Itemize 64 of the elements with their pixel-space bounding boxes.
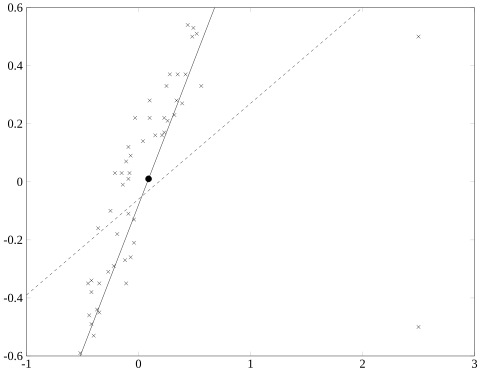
point	[132, 217, 136, 222]
point	[124, 281, 128, 286]
point	[112, 264, 116, 268]
point	[194, 32, 199, 36]
point	[123, 258, 128, 262]
y-tick-label: 0.2	[8, 119, 22, 128]
point	[133, 116, 138, 120]
point	[112, 170, 117, 175]
point	[128, 153, 133, 158]
point	[89, 278, 94, 282]
point	[184, 72, 188, 76]
point	[416, 324, 421, 329]
point	[128, 255, 133, 260]
y-tick-label: -0.6	[4, 352, 22, 360]
point	[92, 334, 96, 338]
point	[95, 307, 100, 312]
x-tick-label: 1	[248, 359, 253, 368]
point	[166, 118, 170, 123]
point	[96, 226, 100, 230]
point	[174, 98, 179, 102]
point	[120, 182, 125, 187]
point	[120, 170, 124, 175]
point	[128, 170, 132, 175]
point	[416, 34, 421, 38]
point	[148, 116, 152, 120]
y-tick-label: 0.6	[8, 3, 22, 12]
point	[108, 208, 112, 213]
point	[124, 159, 128, 164]
y-tick-label: 0	[17, 177, 22, 186]
point	[148, 98, 152, 102]
point	[162, 130, 166, 134]
point	[153, 133, 158, 138]
point	[97, 310, 102, 314]
y-tick-label: -0.2	[4, 236, 22, 244]
point	[132, 240, 136, 245]
point	[145, 175, 152, 182]
point	[89, 290, 94, 294]
y-tick-label: -0.4	[4, 294, 23, 302]
point	[162, 116, 166, 120]
point	[186, 22, 190, 27]
point	[190, 34, 194, 38]
point	[115, 232, 120, 236]
point	[176, 72, 180, 76]
x-tick-label: 2	[360, 359, 365, 368]
point	[126, 176, 130, 181]
point	[199, 84, 204, 88]
point	[160, 133, 164, 138]
x-tick-label: -1	[22, 359, 31, 368]
y-tick-label: 0.4	[8, 61, 23, 70]
point	[164, 84, 168, 88]
point	[87, 313, 92, 318]
point	[168, 72, 172, 76]
point	[86, 281, 90, 286]
point	[126, 144, 130, 149]
point	[180, 101, 184, 106]
point	[172, 112, 176, 117]
point	[140, 138, 145, 144]
point	[191, 26, 196, 30]
point	[106, 270, 110, 274]
x-tick-label: 0	[136, 359, 142, 368]
point	[97, 281, 102, 286]
x-tick-label: 3	[472, 359, 478, 368]
point	[126, 212, 130, 216]
point	[89, 322, 94, 326]
